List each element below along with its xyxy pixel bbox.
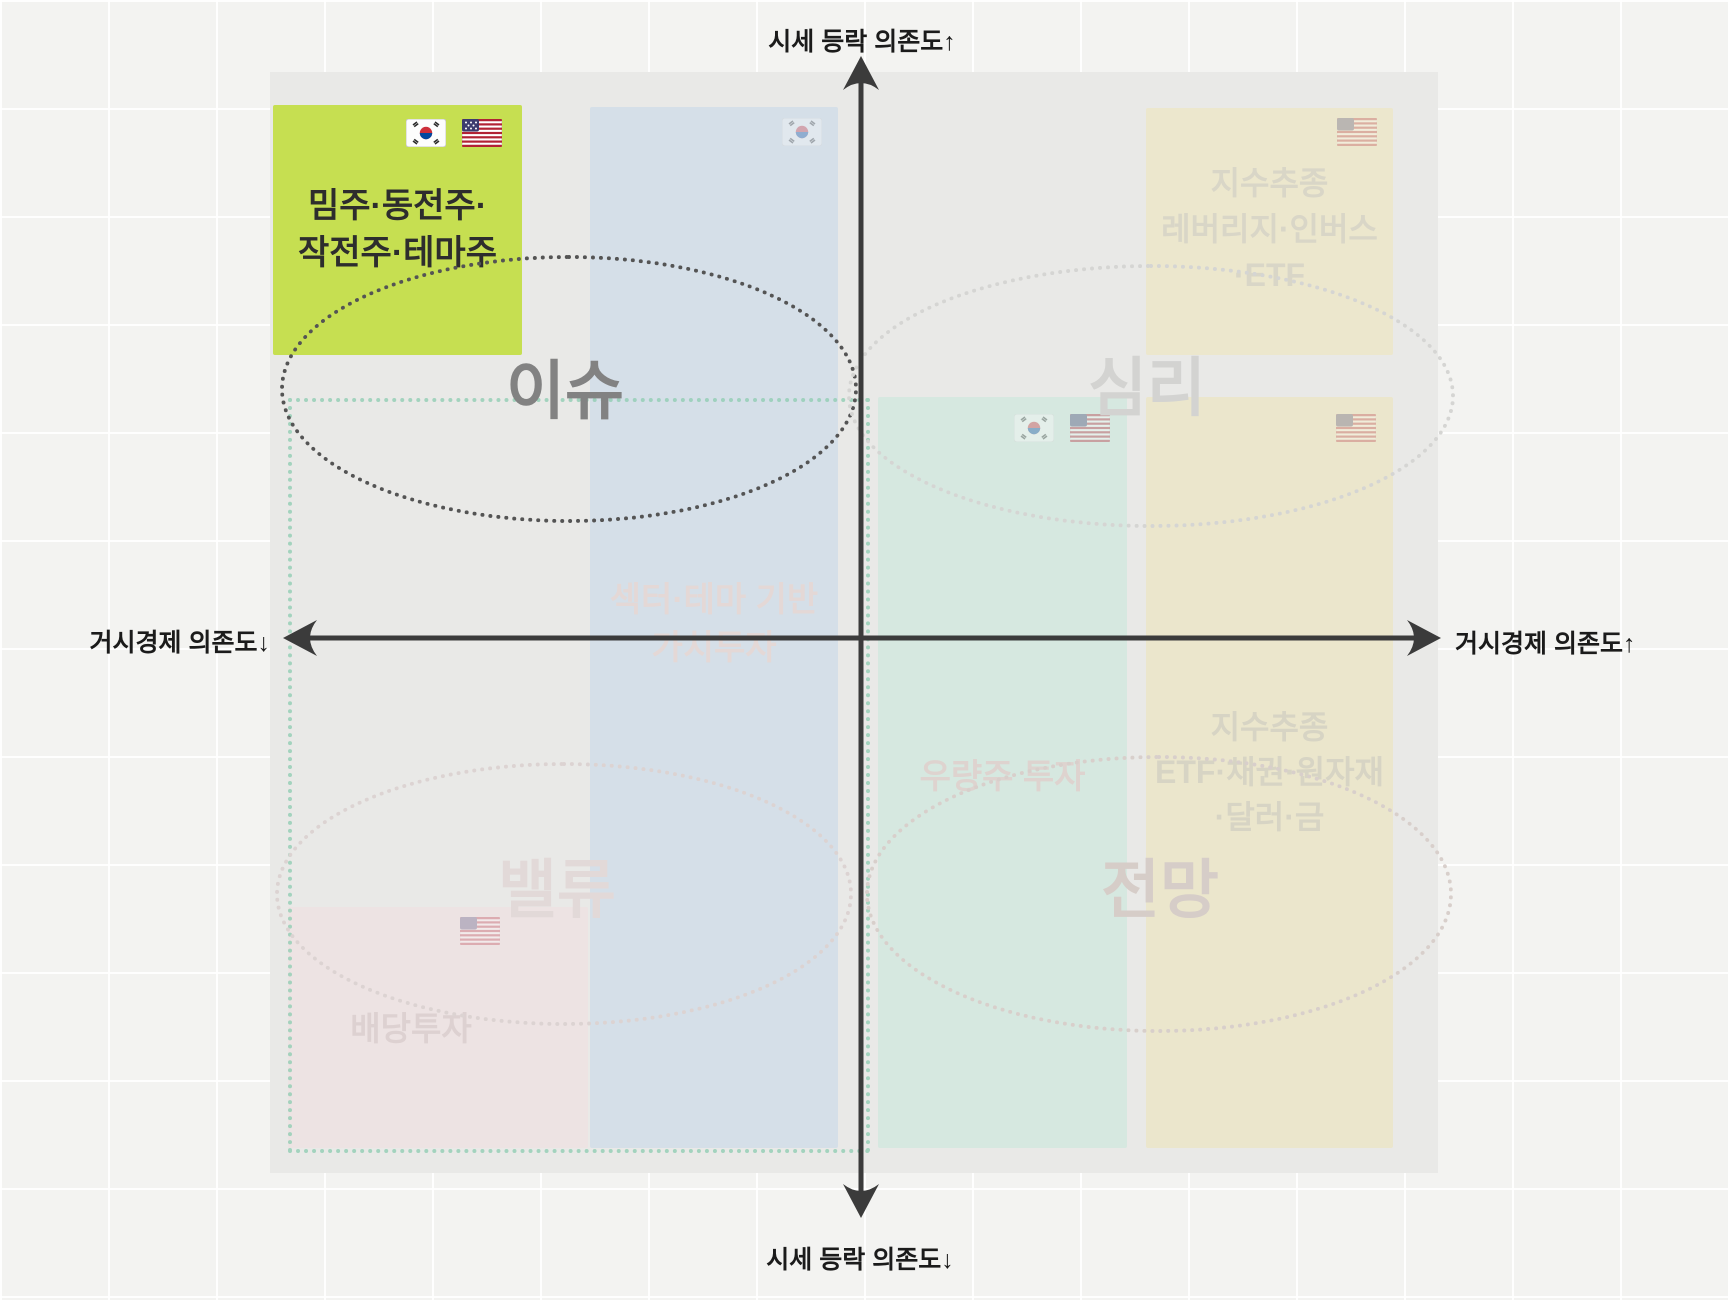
note-text-line: 가치투자 (651, 629, 777, 667)
value-ellipse (275, 762, 853, 1026)
us-flag-icon (1336, 117, 1378, 147)
note-text-line: 레버리지·인버스 (1161, 211, 1378, 247)
outlook-ellipse (865, 755, 1453, 1033)
note-text-line: 밈주·동전주· (307, 187, 488, 225)
axis-label-left: 거시경제 의존도↓ (89, 629, 270, 657)
flag-row (405, 118, 503, 148)
quadrant-label-outlook: 전망 (1101, 854, 1219, 926)
note-text-line: 지수추종 (1210, 165, 1329, 201)
quadrant-label-sentiment: 심리 (1088, 352, 1206, 424)
us-flag-icon (461, 118, 503, 148)
korea-flag-icon (405, 118, 447, 148)
left-arrowhead-icon (283, 620, 317, 656)
quadrant-label-value: 밸류 (498, 854, 616, 926)
note-text-line: 배당투자 (350, 1010, 472, 1047)
note-text-line: 섹터·테마 기반 (609, 581, 819, 619)
axis-label-right: 거시경제 의존도↑ (1455, 630, 1636, 658)
note-text: 배당투자 (288, 1002, 534, 1050)
axis-label-top: 시세 등락 의존도↑ (768, 28, 956, 56)
sentiment-ellipse (847, 264, 1455, 528)
right-arrowhead-icon (1407, 620, 1441, 656)
korea-flag-icon (781, 117, 823, 147)
note-text-line: 지수추종 (1210, 709, 1329, 745)
up-arrowhead-icon (843, 56, 879, 90)
quadrant-label-issue: 이슈 (506, 355, 624, 427)
down-arrowhead-icon (843, 1184, 879, 1218)
axis-label-bottom: 시세 등락 의존도↓ (766, 1246, 954, 1274)
note-text: 밈주·동전주· 작전주·테마주 (273, 183, 522, 277)
